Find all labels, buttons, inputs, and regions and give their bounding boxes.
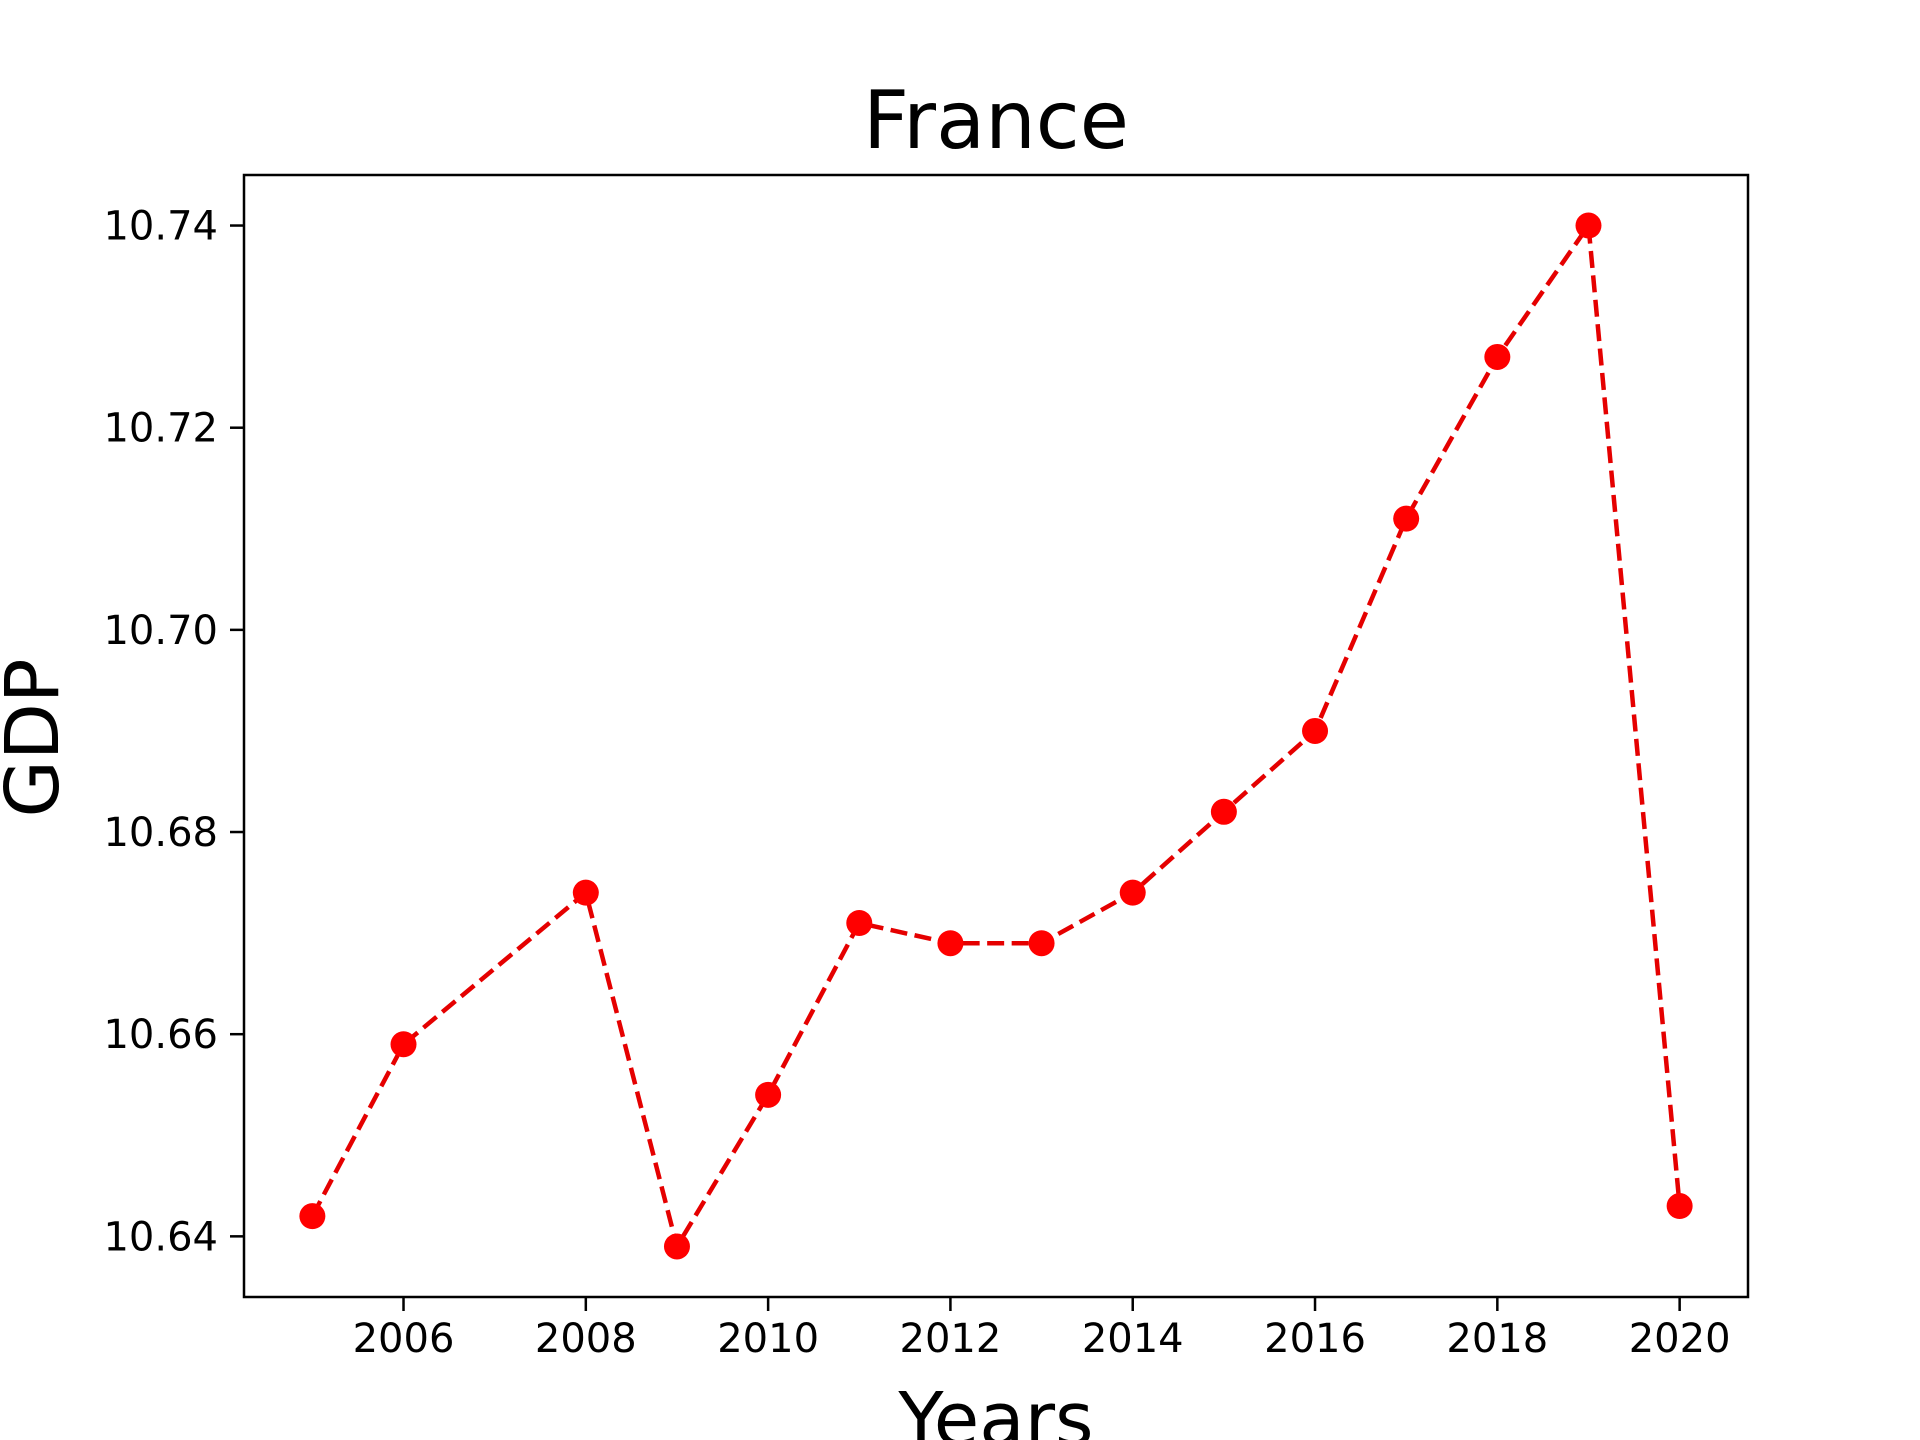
data-point	[1393, 505, 1420, 532]
x-tick-label: 2016	[1264, 1316, 1366, 1362]
x-tick-label: 2012	[900, 1316, 1002, 1362]
y-axis-ticks: 10.64 10.66 10.68 10.70 10.72 10.74	[103, 204, 244, 1260]
x-axis-ticks: 2006 2008 2010 2012 2014 2016 2018 2020	[353, 1297, 1731, 1362]
x-tick-label: 2010	[717, 1316, 819, 1362]
data-point	[1028, 930, 1055, 957]
x-tick-label: 2018	[1446, 1316, 1548, 1362]
y-axis-title: GDP	[0, 659, 76, 818]
y-tick-label: 10.70	[103, 608, 218, 654]
y-tick-label: 10.66	[103, 1012, 218, 1058]
data-point	[390, 1031, 417, 1058]
y-tick-label: 10.64	[103, 1214, 218, 1260]
y-tick-label: 10.68	[103, 810, 218, 856]
x-axis-title: Years	[897, 1377, 1093, 1440]
x-tick-label: 2006	[353, 1316, 455, 1362]
series-layer	[299, 212, 1693, 1260]
data-point	[1484, 343, 1511, 370]
x-tick-label: 2014	[1082, 1316, 1184, 1362]
chart-title: France	[863, 74, 1129, 167]
data-point	[1666, 1193, 1693, 1220]
data-point	[663, 1233, 690, 1260]
data-point	[937, 930, 964, 957]
data-point	[299, 1203, 326, 1230]
y-tick-label: 10.74	[103, 204, 218, 250]
data-point	[1302, 717, 1329, 744]
y-tick-label: 10.72	[103, 406, 218, 452]
data-point	[572, 879, 599, 906]
data-point	[846, 910, 873, 936]
x-tick-label: 2008	[535, 1316, 637, 1362]
data-point	[1575, 212, 1602, 239]
data-point	[755, 1081, 782, 1108]
x-tick-label: 2020	[1629, 1316, 1731, 1362]
plot-frame	[242, 173, 1750, 1299]
data-point	[1210, 798, 1237, 825]
data-point	[1119, 879, 1146, 906]
